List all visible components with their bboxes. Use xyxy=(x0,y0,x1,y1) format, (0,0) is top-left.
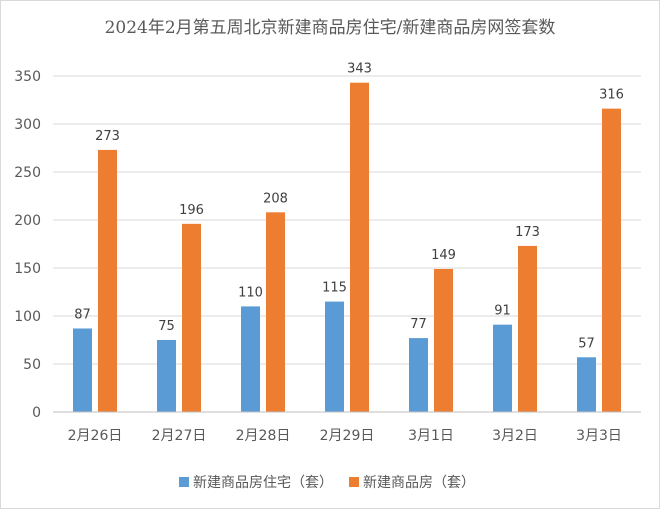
gridlines xyxy=(53,75,641,365)
data-label: 110 xyxy=(238,285,263,300)
x-tick-label: 2月29日 xyxy=(320,428,375,444)
data-label: 273 xyxy=(95,129,120,144)
bar-series-0-2 xyxy=(241,306,260,412)
x-tick-label: 2月26日 xyxy=(68,428,123,444)
y-tick-label: 0 xyxy=(32,405,41,421)
legend-swatch xyxy=(349,477,359,487)
data-label: 173 xyxy=(515,225,540,240)
legend-label: 新建商品房（套） xyxy=(363,475,475,491)
x-tick-label: 2月28日 xyxy=(236,428,291,444)
bars xyxy=(73,82,621,413)
y-tick-label: 250 xyxy=(14,165,41,181)
bar-series-0-0 xyxy=(73,328,92,412)
x-tick-label: 3月3日 xyxy=(576,428,622,444)
data-label: 77 xyxy=(410,317,427,332)
bar-series-1-1 xyxy=(182,223,201,412)
bar-series-0-3 xyxy=(325,301,344,412)
bar-series-1-2 xyxy=(266,212,285,412)
bar-series-1-5 xyxy=(518,245,537,412)
y-tick-label: 150 xyxy=(14,261,41,277)
x-tick-label: 3月1日 xyxy=(408,428,454,444)
bar-series-0-5 xyxy=(493,324,512,412)
data-label: 91 xyxy=(494,304,511,319)
y-tick-label: 350 xyxy=(14,69,41,85)
y-tick-label: 100 xyxy=(14,309,41,325)
y-axis: 0 50 100 150 200 250 300 350 xyxy=(14,69,41,421)
data-label: 57 xyxy=(578,336,595,351)
data-label: 75 xyxy=(158,319,175,334)
y-tick-label: 300 xyxy=(14,117,41,133)
chart-title: 2024年2月第五周北京新建商品房住宅/新建商品房网签套数 xyxy=(105,18,556,38)
data-label: 115 xyxy=(322,281,347,296)
x-tick-label: 2月27日 xyxy=(152,428,207,444)
legend: 新建商品房住宅（套） 新建商品房（套） xyxy=(179,475,475,491)
data-label: 196 xyxy=(179,203,204,218)
bar-series-1-6 xyxy=(602,108,621,412)
x-tick-label: 3月2日 xyxy=(492,428,538,444)
legend-swatch xyxy=(179,477,189,487)
y-tick-label: 200 xyxy=(14,213,41,229)
bar-series-0-6 xyxy=(577,357,596,412)
y-tick-label: 50 xyxy=(23,357,41,373)
bar-series-1-3 xyxy=(350,82,369,412)
bar-series-1-0 xyxy=(98,149,117,413)
data-label: 149 xyxy=(431,248,456,263)
x-axis: 2月26日 2月27日 2月28日 2月29日 3月1日 3月2日 3月3日 xyxy=(53,411,641,444)
data-label: 208 xyxy=(263,191,288,206)
bar-series-1-4 xyxy=(434,268,453,412)
data-label: 343 xyxy=(347,62,372,77)
bar-series-0-4 xyxy=(409,338,428,412)
data-labels: 87 273 75 196 110 208 115 343 77 149 91 173 57 316 xyxy=(74,62,624,352)
bar-series-0-1 xyxy=(157,340,176,412)
legend-label: 新建商品房住宅（套） xyxy=(193,475,333,491)
data-label: 316 xyxy=(599,88,624,103)
data-label: 87 xyxy=(74,307,91,322)
